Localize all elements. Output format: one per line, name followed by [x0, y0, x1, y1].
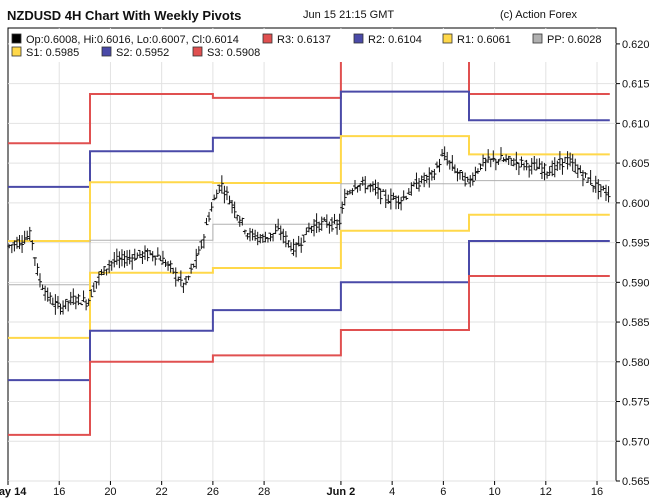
legend-swatch — [11, 33, 22, 44]
pivot-line-r1 — [8, 135, 610, 242]
legend-label: PP: 0.6028 — [547, 34, 601, 46]
x-tick-label: 10 — [488, 486, 500, 498]
y-tick-label: 0.595 — [622, 238, 650, 250]
y-tick-label: 0.615 — [622, 79, 650, 91]
pivot-line-r3 — [8, 46, 610, 145]
y-tick-label: 0.570 — [622, 436, 650, 448]
pivot-line-s1 — [8, 213, 610, 339]
legend-background — [9, 29, 615, 62]
y-tick-label: 0.605 — [622, 158, 650, 170]
x-tick-label: 4 — [389, 486, 395, 498]
legend-label: S2: 0.5952 — [116, 47, 169, 59]
y-tick-label: 0.565 — [622, 476, 650, 488]
pivot-line-s3 — [8, 275, 610, 436]
legend-label: R3: 0.6137 — [277, 34, 331, 46]
legend-swatch — [353, 33, 364, 44]
chart-timestamp: Jun 15 21:15 GMT — [303, 9, 395, 21]
legend-label: R2: 0.6104 — [368, 34, 422, 46]
x-tick-label: 22 — [156, 486, 168, 498]
y-tick-label: 0.585 — [622, 317, 650, 329]
legend-swatch — [532, 33, 543, 44]
legend-label: Op:0.6008, Hi:0.6016, Lo:0.6007, Cl:0.60… — [26, 34, 239, 46]
x-tick-label: 16 — [591, 486, 603, 498]
pivot-line-pp — [8, 180, 610, 286]
legend-swatch — [11, 46, 22, 57]
grid-lines — [8, 28, 616, 482]
plot-area — [7, 27, 617, 482]
x-tick-label: 6 — [440, 486, 446, 498]
legend-swatch — [262, 33, 273, 44]
x-tick-label: 26 — [207, 486, 219, 498]
y-tick-label: 0.575 — [622, 397, 650, 409]
pivot-levels — [8, 46, 610, 436]
y-tick-label: 0.610 — [622, 118, 650, 130]
x-tick-label: 12 — [540, 486, 552, 498]
x-tick-label: 28 — [258, 486, 270, 498]
y-tick-label: 0.620 — [622, 39, 650, 51]
x-axis: May 14 16 20 22 26 28 Jun 2 4 6 10 12 16 — [0, 481, 603, 498]
y-tick-label: 0.600 — [622, 198, 650, 210]
legend-swatch — [101, 46, 112, 57]
legend-label: S1: 0.5985 — [26, 47, 79, 59]
y-axis: 0.565 0.570 0.575 0.580 0.585 0.590 0.595 0.600… — [616, 39, 650, 488]
chart-header: NZDUSD 4H Chart With Weekly Pivots Jun 1… — [0, 0, 650, 28]
legend-label: S3: 0.5908 — [207, 47, 260, 59]
y-tick-label: 0.580 — [622, 357, 650, 369]
x-tick-label: 20 — [104, 486, 116, 498]
chart-credit: (c) Action Forex — [500, 9, 578, 21]
legend-swatch — [192, 46, 203, 57]
y-tick-label: 0.590 — [622, 277, 650, 289]
chart-title: NZDUSD 4H Chart With Weekly Pivots — [7, 8, 242, 23]
x-tick-label: May 14 — [0, 486, 27, 498]
legend-label: R1: 0.6061 — [457, 34, 511, 46]
price-bars — [7, 146, 611, 315]
legend: Op:0.6008, Hi:0.6016, Lo:0.6007, Cl:0.60… — [9, 29, 615, 62]
pivot-line-r2 — [8, 90, 610, 188]
x-tick-label: Jun 2 — [327, 486, 356, 498]
pivot-line-s2 — [8, 240, 610, 382]
legend-swatch — [442, 33, 453, 44]
x-tick-label: 16 — [53, 486, 65, 498]
